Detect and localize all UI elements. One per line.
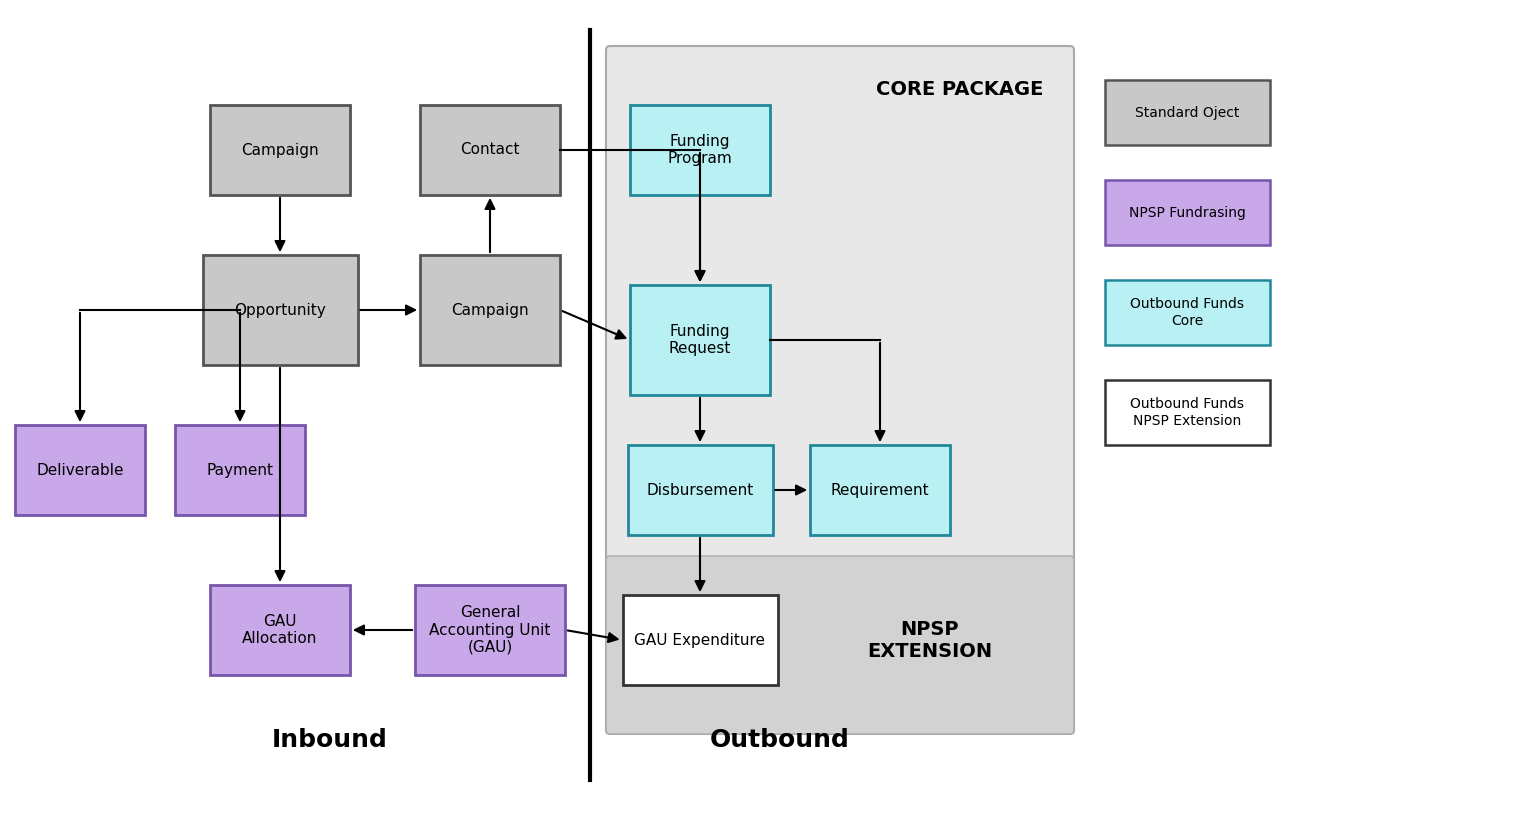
Text: Opportunity: Opportunity bbox=[234, 302, 326, 318]
Text: GAU
Allocation: GAU Allocation bbox=[242, 614, 318, 646]
Text: GAU Expenditure: GAU Expenditure bbox=[635, 633, 766, 647]
Text: Requirement: Requirement bbox=[830, 482, 930, 498]
Bar bbox=[630, 105, 771, 195]
Text: Funding
Request: Funding Request bbox=[668, 324, 731, 356]
Text: Standard Oject: Standard Oject bbox=[1136, 106, 1240, 120]
Text: Outbound: Outbound bbox=[709, 728, 850, 752]
Text: Campaign: Campaign bbox=[451, 302, 529, 318]
Text: Contact: Contact bbox=[460, 142, 520, 158]
Bar bbox=[209, 585, 350, 675]
Text: NPSP
EXTENSION: NPSP EXTENSION bbox=[867, 620, 992, 661]
Bar bbox=[420, 105, 560, 195]
Bar bbox=[15, 425, 145, 515]
Text: Payment: Payment bbox=[206, 463, 274, 477]
Text: Funding
Program: Funding Program bbox=[668, 134, 732, 166]
Text: Campaign: Campaign bbox=[242, 142, 320, 158]
Text: NPSP Fundrasing: NPSP Fundrasing bbox=[1128, 206, 1246, 220]
Text: General
Accounting Unit
(GAU): General Accounting Unit (GAU) bbox=[430, 605, 550, 655]
Bar bbox=[627, 445, 772, 535]
FancyBboxPatch shape bbox=[605, 556, 1073, 734]
Bar bbox=[202, 255, 358, 365]
Bar bbox=[630, 285, 771, 395]
Text: CORE PACKAGE: CORE PACKAGE bbox=[876, 80, 1044, 99]
Bar bbox=[174, 425, 304, 515]
Bar bbox=[1105, 80, 1271, 145]
Text: Outbound Funds
Core: Outbound Funds Core bbox=[1130, 298, 1245, 328]
Bar bbox=[1105, 280, 1271, 345]
Bar bbox=[209, 105, 350, 195]
Text: Outbound Funds
NPSP Extension: Outbound Funds NPSP Extension bbox=[1130, 398, 1245, 428]
Bar bbox=[414, 585, 566, 675]
Bar bbox=[1105, 180, 1271, 245]
Text: Disbursement: Disbursement bbox=[647, 482, 754, 498]
Text: Deliverable: Deliverable bbox=[37, 463, 124, 477]
FancyBboxPatch shape bbox=[605, 46, 1073, 734]
Bar bbox=[420, 255, 560, 365]
Bar bbox=[810, 445, 950, 535]
Bar bbox=[622, 595, 778, 685]
Text: Inbound: Inbound bbox=[272, 728, 388, 752]
Bar bbox=[1105, 380, 1271, 445]
